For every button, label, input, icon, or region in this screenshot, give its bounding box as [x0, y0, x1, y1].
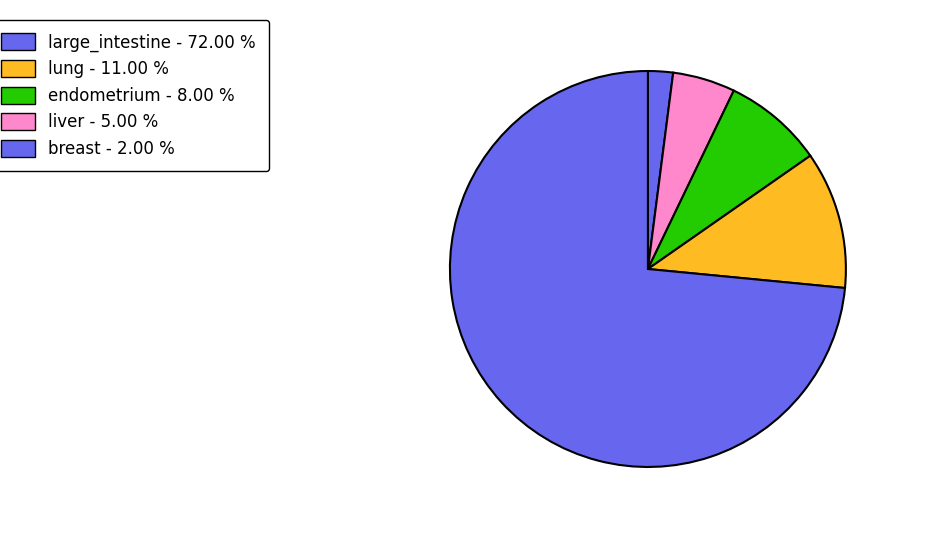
Wedge shape [648, 90, 810, 269]
Wedge shape [648, 73, 733, 269]
Wedge shape [648, 71, 673, 269]
Legend: large_intestine - 72.00 %, lung - 11.00 %, endometrium - 8.00 %, liver - 5.00 %,: large_intestine - 72.00 %, lung - 11.00 … [0, 20, 269, 171]
Wedge shape [648, 155, 846, 288]
Wedge shape [450, 71, 845, 467]
